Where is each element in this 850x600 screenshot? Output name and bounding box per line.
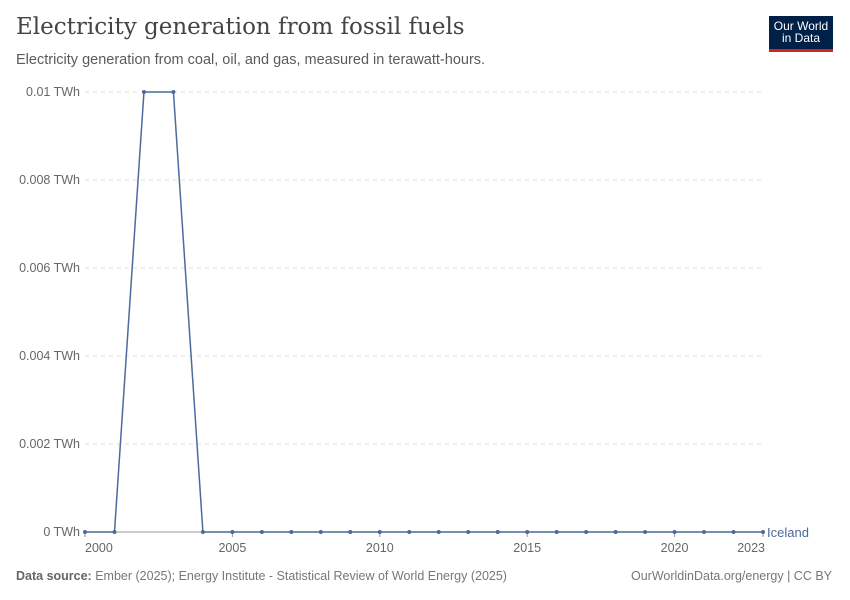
data-point <box>554 530 559 534</box>
data-point <box>200 530 205 534</box>
data-point <box>83 530 87 534</box>
data-point <box>230 530 235 534</box>
data-source-label: Data source: <box>16 569 92 583</box>
x-tick-label: 2005 <box>218 541 246 555</box>
data-source: Data source: Ember (2025); Energy Instit… <box>16 569 507 583</box>
chart-title: Electricity generation from fossil fuels <box>16 14 465 40</box>
data-point <box>436 530 441 534</box>
data-point <box>318 530 323 534</box>
data-point <box>407 530 412 534</box>
data-point <box>672 530 677 534</box>
data-point <box>613 530 618 534</box>
y-tick-label: 0 TWh <box>43 525 80 539</box>
data-point <box>289 530 294 534</box>
chart-subtitle: Electricity generation from coal, oil, a… <box>16 52 486 68</box>
data-point <box>643 530 648 534</box>
data-point <box>731 530 736 534</box>
data-point <box>348 530 353 534</box>
data-source-text: Ember (2025); Energy Institute - Statist… <box>95 569 507 583</box>
data-point <box>259 530 264 534</box>
y-tick-label: 0.006 TWh <box>19 261 80 275</box>
y-tick-label: 0.008 TWh <box>19 173 80 187</box>
series-line-iceland <box>85 91 763 533</box>
y-tick-label: 0.002 TWh <box>19 437 80 451</box>
owid-logo[interactable]: Our World in Data <box>769 16 833 52</box>
data-point <box>141 90 146 94</box>
x-tick-label: 2015 <box>513 541 541 555</box>
line-chart: 0 TWh 0.002 TWh 0.004 TWh 0.006 TWh 0.008 TW… <box>19 85 809 555</box>
data-point <box>525 530 530 534</box>
x-tick-label: 2020 <box>661 541 689 555</box>
x-tick-label: 2023 <box>737 541 765 555</box>
y-tick-label: 0.01 TWh <box>26 85 80 99</box>
data-point <box>466 530 471 534</box>
y-tick-label: 0.004 TWh <box>19 349 80 363</box>
data-point <box>495 530 500 534</box>
x-tick-label: 2000 <box>85 541 113 555</box>
data-point <box>171 90 176 94</box>
x-tick-label: 2010 <box>366 541 394 555</box>
credit-link[interactable]: OurWorldinData.org/energy | CC BY <box>630 569 832 583</box>
data-point <box>584 530 589 534</box>
data-point <box>761 530 765 534</box>
data-point <box>702 530 707 534</box>
data-point <box>377 530 382 534</box>
data-point <box>112 530 117 534</box>
series-label[interactable]: Iceland <box>767 525 809 540</box>
